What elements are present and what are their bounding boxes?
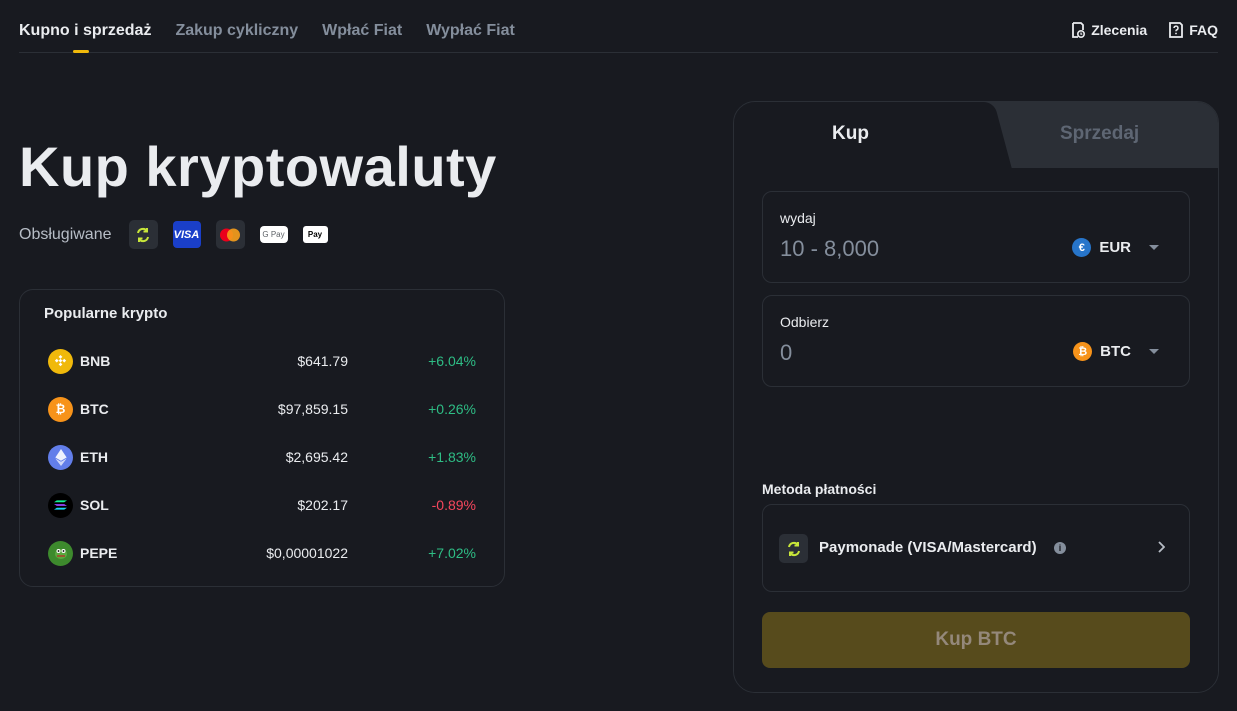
popular-crypto-card: Popularne krypto BNB $641.79 +6.04% ₿ BT… [19, 289, 505, 587]
coin-change: +1.83% [428, 449, 476, 465]
mastercard-icon [215, 220, 245, 249]
spend-field: wydaj € EUR [762, 191, 1190, 283]
btc-icon: ₿ [1073, 342, 1093, 361]
spend-currency-label: EUR [1099, 239, 1131, 256]
sol-icon [48, 492, 73, 518]
coin-symbol: SOL [80, 497, 109, 513]
coin-price: $2,695.42 [285, 449, 348, 465]
receive-field: Odbierz ₿ BTC [762, 295, 1190, 387]
buy-tab[interactable]: Kup [832, 123, 869, 144]
receive-label: Odbierz [780, 314, 830, 330]
coin-symbol: PEPE [80, 545, 118, 561]
supported-payments: Obsługiwane VISA G Pay Pay [19, 220, 328, 249]
apple-pay-icon: Pay [302, 226, 328, 243]
coin-symbol: BNB [80, 353, 111, 369]
tab-recurring-buy[interactable]: Zakup cykliczny [175, 22, 299, 39]
coin-symbol: ETH [80, 449, 108, 465]
pepe-icon [48, 540, 73, 566]
visa-icon: VISA [172, 221, 201, 248]
popular-crypto-title: Popularne krypto [44, 305, 168, 322]
coin-price: $97,859.15 [277, 401, 348, 417]
orders-link[interactable]: Zlecenia [1071, 22, 1147, 38]
receive-currency-label: BTC [1100, 343, 1131, 360]
payment-method-select[interactable]: Paymonade (VISA/Mastercard) i [762, 504, 1190, 592]
spend-currency-select[interactable]: € EUR [1072, 238, 1159, 257]
chevron-down-icon [1149, 349, 1159, 354]
google-pay-icon: G Pay [259, 226, 288, 243]
spend-input[interactable] [780, 236, 1020, 262]
nav-tabs: Kupno i sprzedaż Zakup cykliczny Wpłać F… [19, 22, 515, 53]
paymonade-icon [779, 534, 808, 563]
eur-icon: € [1072, 238, 1092, 257]
faq-icon [1169, 22, 1184, 38]
trade-panel: Kup Sprzedaj wydaj € EUR Odbierz ₿ BTC M… [733, 101, 1219, 693]
receive-currency-select[interactable]: ₿ BTC [1073, 342, 1159, 361]
buy-btc-button[interactable]: Kup BTC [762, 612, 1190, 668]
faq-label: FAQ [1189, 22, 1218, 38]
coin-row-bnb[interactable]: BNB $641.79 +6.04% [20, 346, 504, 376]
coin-symbol: BTC [80, 401, 109, 417]
bnb-icon [48, 348, 73, 374]
chevron-down-icon [1149, 245, 1159, 250]
coin-change: +0.26% [428, 401, 476, 417]
spend-label: wydaj [780, 210, 816, 226]
tab-withdraw-fiat[interactable]: Wypłać Fiat [426, 22, 515, 39]
chevron-right-icon [1158, 541, 1165, 553]
tab-deposit-fiat[interactable]: Wpłać Fiat [322, 22, 403, 39]
btc-icon: ₿ [48, 396, 73, 422]
payment-method-label: Metoda płatności [762, 481, 877, 497]
top-links: Zlecenia FAQ [1071, 22, 1218, 38]
faq-link[interactable]: FAQ [1169, 22, 1218, 38]
coin-row-btc[interactable]: ₿ BTC $97,859.15 +0.26% [20, 394, 504, 424]
info-icon[interactable]: i [1054, 542, 1066, 554]
coin-change: -0.89% [431, 497, 476, 513]
coin-change: +7.02% [428, 545, 476, 561]
paymonade-icon [128, 220, 158, 249]
supported-label: Obsługiwane [19, 225, 112, 243]
page-title: Kup kryptowaluty [19, 135, 497, 198]
orders-label: Zlecenia [1091, 22, 1148, 38]
orders-icon [1072, 22, 1086, 38]
top-navigation: Kupno i sprzedaż Zakup cykliczny Wpłać F… [19, 0, 1218, 53]
coin-change: +6.04% [428, 353, 476, 369]
coin-price: $0,00001022 [266, 545, 348, 561]
sell-tab[interactable]: Sprzedaj [1060, 123, 1140, 144]
tab-buy-sell[interactable]: Kupno i sprzedaż [19, 22, 152, 53]
coin-price: $202.17 [297, 497, 348, 513]
coin-row-pepe[interactable]: PEPE $0,00001022 +7.02% [20, 538, 504, 568]
eth-icon [48, 444, 73, 470]
payment-method-name: Paymonade (VISA/Mastercard) [819, 539, 1037, 556]
coin-row-eth[interactable]: ETH $2,695.42 +1.83% [20, 442, 504, 472]
receive-input[interactable] [780, 340, 1020, 366]
coin-row-sol[interactable]: SOL $202.17 -0.89% [20, 490, 504, 520]
coin-price: $641.79 [297, 353, 348, 369]
